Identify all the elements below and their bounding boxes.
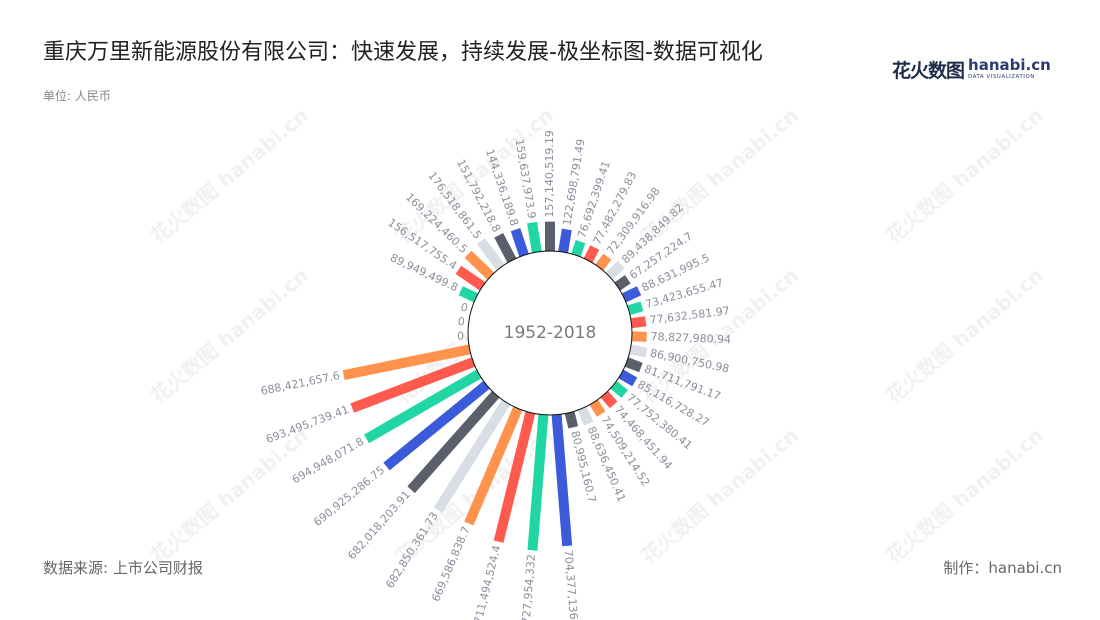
data-label: 157,140,519.19 <box>543 130 556 217</box>
data-label: 688,421,657.6 <box>259 369 340 398</box>
bar <box>610 380 628 398</box>
bar <box>577 406 594 426</box>
bar <box>629 344 648 358</box>
data-label: 711,494,524.4 <box>472 544 504 620</box>
data-label: 669,586,838.7 <box>429 524 473 603</box>
bar <box>476 238 505 271</box>
bar <box>510 228 529 257</box>
bar <box>350 357 476 413</box>
bar <box>458 286 479 303</box>
bar <box>631 331 647 342</box>
bar <box>589 399 606 417</box>
bar <box>527 414 549 551</box>
data-label: 0 <box>459 300 469 314</box>
data-label: 77,632,581.97 <box>649 304 730 327</box>
data-label: 78,827,980.94 <box>650 330 731 346</box>
bar <box>464 406 523 526</box>
bar <box>583 245 600 263</box>
bar <box>433 399 511 513</box>
bar <box>624 357 643 373</box>
bar <box>627 301 644 315</box>
bar <box>494 232 517 263</box>
bar <box>464 250 495 280</box>
bar <box>551 414 573 547</box>
bar <box>564 411 579 429</box>
bar <box>407 391 500 494</box>
bar <box>571 240 586 257</box>
bar <box>383 380 490 471</box>
unit-label: 单位: 人民币 <box>43 89 111 103</box>
data-source: 数据来源: 上市公司财报 <box>43 559 203 577</box>
logo-text-en-group: hanabi.cn DATA VISUALIZATION <box>968 58 1051 81</box>
center-circle <box>467 250 633 416</box>
bar <box>600 391 618 409</box>
data-label: 704,377,136 <box>562 549 581 620</box>
bar <box>493 411 536 543</box>
data-label: 0 <box>457 329 465 342</box>
data-label: 694,948,071.8 <box>290 435 366 487</box>
bar <box>595 253 612 271</box>
bar <box>342 344 471 381</box>
data-label: 693,495,739.41 <box>264 403 350 446</box>
bar <box>621 286 642 303</box>
logo-text-sub: DATA VISUALIZATION <box>968 74 1035 81</box>
data-label: 727,954,332 <box>520 554 539 620</box>
bar <box>614 275 631 291</box>
bar-group <box>342 221 648 551</box>
bar <box>364 369 482 444</box>
data-label: 0 <box>457 315 466 329</box>
bar <box>455 265 486 291</box>
logo-text-cn: 花火数图 <box>892 60 965 82</box>
bar <box>630 316 647 329</box>
bar <box>618 369 638 387</box>
logo-text-en: hanabi.cn <box>968 56 1051 75</box>
chart-title: 重庆万里新能源股份有限公司：快速发展，持续发展-极坐标图-数据可视化 <box>43 40 763 65</box>
center-label: 1952-2018 <box>504 323 597 343</box>
credit-label: 制作：hanabi.cn <box>943 559 1062 577</box>
data-label: 682,850,361.73 <box>383 510 441 591</box>
bar <box>527 221 542 253</box>
brand-logo: 花火数图 hanabi.cn DATA VISUALIZATION <box>892 56 1051 83</box>
bar <box>558 228 572 253</box>
bar <box>605 261 625 280</box>
